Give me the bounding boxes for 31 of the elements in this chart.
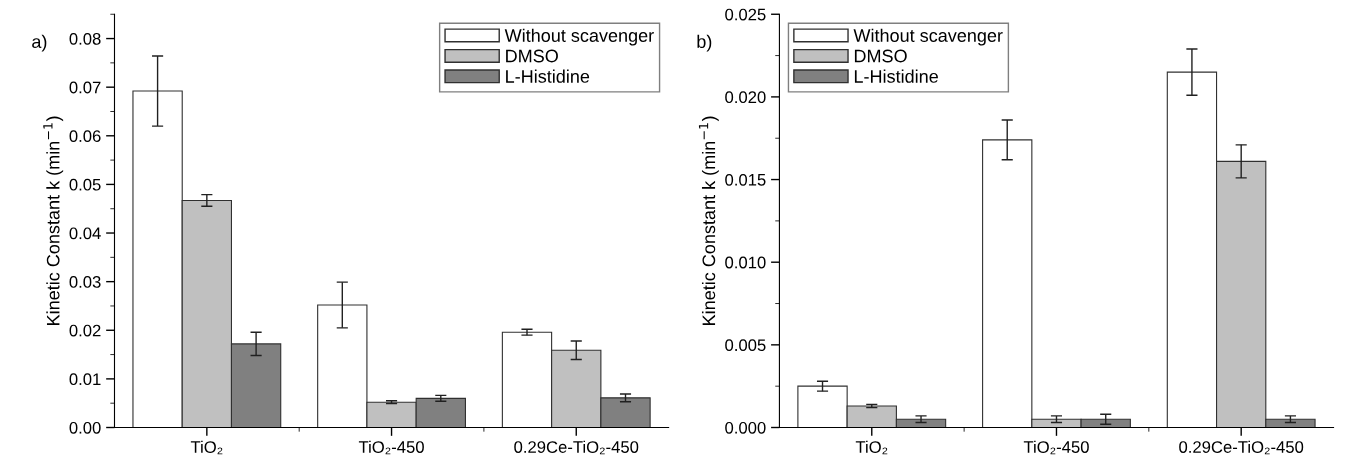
text: b) — [697, 34, 712, 52]
text: a) — [32, 34, 47, 52]
y-tick-label: 0.03 — [69, 276, 101, 288]
y-tick-label: 0.020 — [725, 91, 766, 104]
legend-label: Without scavenger — [504, 28, 654, 46]
x-tick-label: 0.29Ce-TiO₂-450 — [1179, 440, 1304, 455]
legend-label: L-Histidine — [506, 69, 590, 83]
x-tick-label: TiO₂ — [855, 440, 888, 455]
y-tick-label: 0.08 — [69, 32, 101, 45]
y-tick-label: 0.005 — [725, 339, 766, 352]
y-tick-label: 0.000 — [725, 421, 766, 434]
x-tick-label: TiO₂-450 — [358, 440, 424, 455]
y-tick-label: 0.04 — [69, 227, 101, 240]
x-tick-label: TiO₂ — [190, 440, 223, 455]
y-axis-title: Kinetic Constant k (min$^{−1}$) — [43, 116, 64, 325]
y-axis-title: Kinetic Constant k (min$^{−1}$) — [698, 116, 719, 325]
y-tick-label: 0.015 — [725, 173, 766, 186]
legend-label: DMSO — [506, 49, 558, 63]
y-tick-label: 0.07 — [69, 81, 101, 94]
legend-label: DMSO — [854, 49, 907, 63]
x-tick-label: 0.29Ce-TiO₂-450 — [514, 440, 639, 455]
legend-label: Without scavenger — [853, 28, 1003, 46]
y-tick-label: 0.025 — [725, 8, 766, 21]
x-tick-label: TiO₂-450 — [1023, 440, 1089, 455]
y-tick-label: 0.06 — [69, 130, 101, 142]
y-tick-label: 0.010 — [725, 256, 766, 269]
legend-label: L-Histidine — [854, 69, 938, 83]
y-tick-label: 0.02 — [69, 324, 101, 337]
y-tick-label: 0.00 — [69, 421, 101, 434]
y-tick-label: 0.01 — [69, 373, 101, 386]
y-tick-label: 0.05 — [69, 178, 101, 191]
